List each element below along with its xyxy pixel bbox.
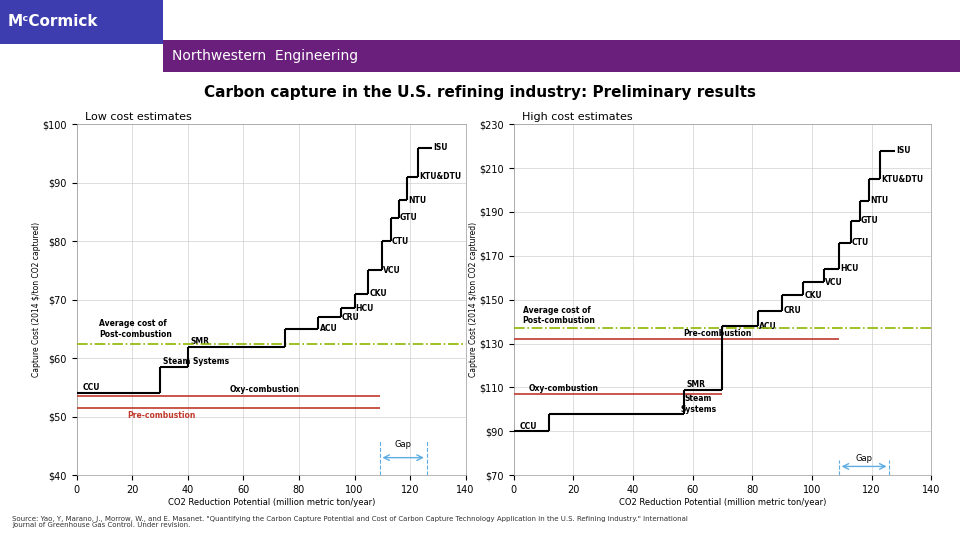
Text: CRU: CRU [342, 313, 359, 322]
Text: KTU&DTU: KTU&DTU [881, 174, 924, 184]
Text: HCU: HCU [840, 265, 858, 273]
Text: ACU: ACU [320, 325, 337, 333]
Text: Northwestern  Engineering: Northwestern Engineering [172, 49, 358, 63]
Text: ISU: ISU [433, 143, 448, 152]
Text: Oxy-combustion: Oxy-combustion [229, 384, 300, 394]
Text: HCU: HCU [355, 304, 374, 313]
Text: CTU: CTU [392, 237, 409, 246]
Text: Pre-combustion: Pre-combustion [127, 411, 195, 421]
Text: Steam
Systems: Steam Systems [681, 394, 716, 414]
Text: Gap: Gap [395, 440, 412, 449]
Text: Low cost estimates: Low cost estimates [84, 112, 191, 122]
Text: GTU: GTU [400, 213, 418, 222]
Text: CCU: CCU [519, 422, 537, 431]
Text: SMR: SMR [191, 336, 209, 346]
Text: CCU: CCU [83, 383, 100, 393]
Text: NTU: NTU [870, 197, 888, 206]
Text: KTU&DTU: KTU&DTU [420, 172, 462, 181]
Text: Pre-combustion: Pre-combustion [684, 329, 752, 338]
Text: Carbon capture in the U.S. refining industry: Preliminary results: Carbon capture in the U.S. refining indu… [204, 84, 756, 99]
X-axis label: CO2 Reduction Potential (million metric ton/year): CO2 Reduction Potential (million metric … [618, 498, 827, 507]
Text: VCU: VCU [383, 266, 401, 275]
Text: High cost estimates: High cost estimates [522, 112, 633, 122]
Text: ACU: ACU [759, 321, 778, 330]
Text: ISU: ISU [897, 146, 911, 155]
Text: Source: Yao, Y, Marano, J., Morrow, W., and E. Masanet. "Quantifying the Carbon : Source: Yao, Y, Marano, J., Morrow, W., … [12, 516, 688, 529]
Y-axis label: Capture Cost (2014 $/ton CO2 captured): Capture Cost (2014 $/ton CO2 captured) [33, 222, 41, 377]
Text: Average cost of
Post-combustion: Average cost of Post-combustion [99, 320, 172, 339]
X-axis label: CO2 Reduction Potential (million metric ton/year): CO2 Reduction Potential (million metric … [167, 498, 375, 507]
Bar [0, 0, 163, 44]
Text: Oxy-combustion: Oxy-combustion [529, 384, 598, 393]
Text: GTU: GTU [861, 216, 878, 225]
Text: CKU: CKU [370, 289, 387, 298]
Text: Steam Systems: Steam Systems [163, 357, 229, 366]
Text: CTU: CTU [852, 238, 869, 247]
Text: SMR: SMR [686, 381, 706, 389]
Text: VCU: VCU [825, 278, 843, 287]
Bar [163, 40, 960, 72]
Y-axis label: Capture Cost (2014 $/ton CO2 captured): Capture Cost (2014 $/ton CO2 captured) [468, 222, 478, 377]
Text: NTU: NTU [408, 195, 426, 205]
Text: Gap: Gap [855, 454, 873, 463]
Text: MᶜCormick: MᶜCormick [8, 15, 99, 30]
Text: CRU: CRU [783, 306, 801, 315]
Text: Average cost of
Post-combustion: Average cost of Post-combustion [522, 306, 595, 325]
Text: CKU: CKU [804, 291, 822, 300]
